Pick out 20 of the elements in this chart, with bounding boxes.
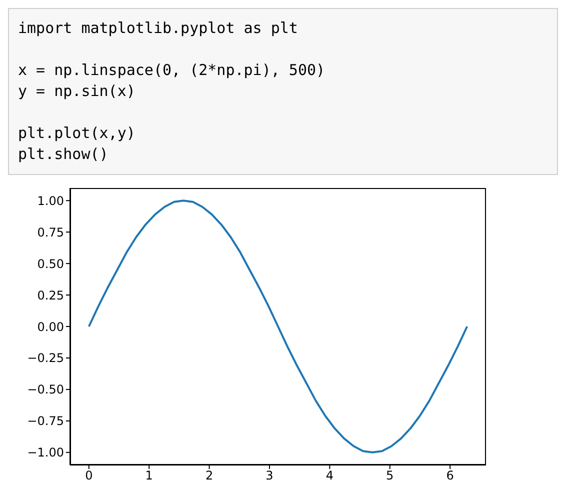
y-tick-label: −1.00 — [27, 446, 64, 460]
y-tick-label: −0.75 — [27, 414, 64, 428]
y-tick-label: 0.75 — [37, 225, 64, 240]
y-tick-label: 0.50 — [37, 256, 64, 271]
x-tick-label: 2 — [205, 468, 214, 483]
text: plt.plot(x,y) plt.show() — [18, 123, 136, 165]
x-tick-label: 1 — [145, 468, 153, 483]
x-tick-label: 6 — [446, 468, 454, 483]
x-tick-label: 4 — [326, 468, 334, 483]
y-tick-label: −0.25 — [27, 351, 64, 366]
y-tick-label: 0.00 — [37, 320, 64, 334]
x-tick-label: 0 — [85, 468, 93, 483]
y-tick-label: 1.00 — [37, 194, 64, 208]
y-tick-label: 0.25 — [37, 288, 64, 302]
text: import matplotlib.pyplot as plt — [18, 18, 299, 39]
y-tick-label: −0.50 — [27, 382, 64, 397]
x-tick-label: 3 — [266, 468, 274, 483]
x-tick-label: 5 — [386, 468, 394, 483]
text: x = np.linspace(0, (2*np.pi), 500) y = np.sin(x) — [18, 60, 326, 102]
line-series — [88, 200, 468, 454]
